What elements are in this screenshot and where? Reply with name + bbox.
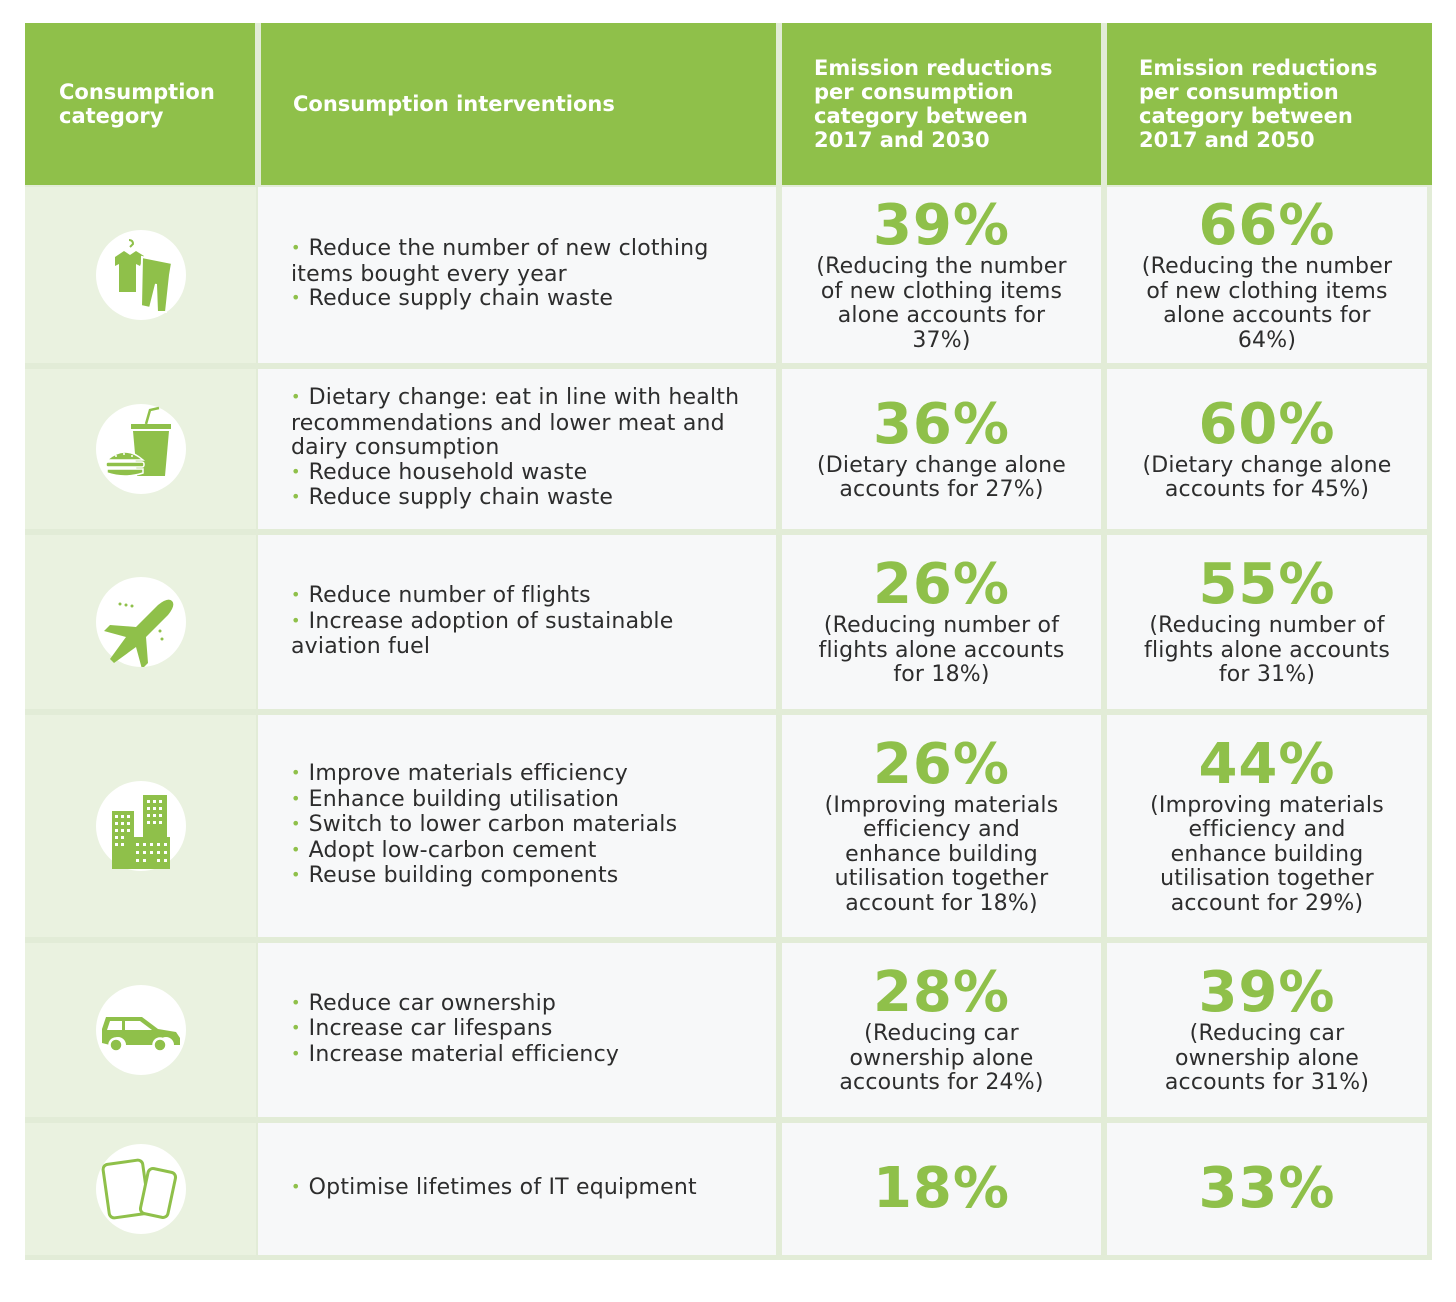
percentage-value: 26%	[872, 552, 1011, 618]
devices-icon	[95, 1144, 186, 1234]
row-food-2030: 36% (Dietary change alone accounts for 2…	[782, 369, 1101, 529]
header-reductions-2050-label: Emission reductions per consumption cate…	[1139, 56, 1378, 152]
list-item: • Dietary change: eat in line with health…	[291, 385, 740, 461]
list-item: • Optimise lifetimes of IT equipment	[291, 1175, 697, 1201]
row-clothing-2030: 39% (Reducing the number of new clothing…	[782, 187, 1101, 363]
percentage-value: 33%	[1198, 1156, 1336, 1221]
percentage-note: (Reducing number of flights alone accoun…	[1144, 613, 1390, 688]
percentage-note: (Improving materials efficiency and enha…	[1150, 792, 1384, 916]
percentage-note: (Dietary change alone accounts for 45%)	[1142, 452, 1392, 502]
row-food-icon-cell	[25, 369, 256, 529]
percentage-value: 26%	[872, 731, 1011, 797]
row-car-icon-cell	[25, 943, 256, 1117]
row-buildings-icon-cell	[25, 715, 256, 937]
row-clothing-2050: 66% (Reducing the number of new clothing…	[1107, 187, 1427, 363]
header-reductions-2030: Emission reductions per consumption cate…	[782, 23, 1101, 185]
percentage-value: 39%	[1198, 960, 1336, 1026]
list-item: • Increase adoption of sustainable aviati…	[291, 608, 674, 660]
row-flights-2050: 55% (Reducing number of flights alone ac…	[1107, 535, 1427, 709]
percentage-note: (Reducing car ownership alone accounts f…	[839, 1021, 1044, 1096]
percentage-note: (Reducing the number of new clothing ite…	[816, 254, 1067, 353]
food-icon	[95, 404, 186, 494]
percentage-value: 44%	[1198, 731, 1336, 797]
row-it-interventions: • Optimise lifetimes of IT equipment	[258, 1123, 776, 1255]
row-clothing-icon-cell	[25, 187, 256, 363]
percentage-value: 18%	[872, 1156, 1011, 1221]
row-flights-icon-cell	[25, 535, 256, 709]
list-item: • Reduce car ownership	[291, 990, 557, 1016]
car-icon	[95, 985, 186, 1075]
row-food-interventions: • Dietary change: eat in line with health…	[258, 369, 776, 529]
list-item: • Switch to lower carbon materials	[291, 812, 678, 838]
header-consumption-category-label: Consumption category	[59, 80, 215, 128]
row-buildings-2030: 26% (Improving materials efficiency and …	[782, 715, 1101, 937]
row-car-interventions: • Reduce car ownership • Increase car life…	[258, 943, 776, 1117]
list-item: • Reduce number of flights	[291, 583, 591, 609]
list-item: • Increase car lifespans	[291, 1016, 553, 1042]
row-flights-2030: 26% (Reducing number of flights alone ac…	[782, 535, 1101, 709]
list-item: • Adopt low-carbon cement	[291, 837, 597, 863]
row-flights-interventions: • Reduce number of flights • Increase adop…	[258, 535, 776, 709]
header-consumption-category: Consumption category	[25, 23, 255, 185]
row-it-2030: 18%	[782, 1123, 1101, 1255]
airplane-icon	[95, 577, 186, 667]
percentage-value: 28%	[872, 960, 1011, 1026]
row-car-2030: 28% (Reducing car ownership alone accoun…	[782, 943, 1101, 1117]
row-buildings-interventions: • Improve materials efficiency • Enhance b…	[258, 715, 776, 937]
header-reductions-2030-label: Emission reductions per consumption cate…	[814, 56, 1053, 152]
percentage-note: (Reducing number of flights alone accoun…	[818, 613, 1065, 688]
list-item: • Enhance building utilisation	[291, 786, 620, 812]
percentage-value: 66%	[1198, 193, 1336, 258]
list-item: • Reduce the number of new clothing items…	[291, 236, 709, 287]
list-item: • Reduce supply chain waste	[291, 485, 614, 511]
percentage-note: (Reducing the number of new clothing ite…	[1141, 254, 1393, 353]
list-item: • Reuse building components	[291, 863, 619, 889]
percentage-note: (Dietary change alone accounts for 27%)	[816, 452, 1067, 502]
header-reductions-2050: Emission reductions per consumption cate…	[1107, 23, 1432, 185]
list-item: • Reduce supply chain waste	[291, 286, 614, 312]
row-car-2050: 39% (Reducing car ownership alone accoun…	[1107, 943, 1427, 1117]
buildings-icon	[95, 781, 186, 871]
percentage-note: (Reducing car ownership alone accounts f…	[1164, 1021, 1370, 1096]
list-item: • Increase material efficiency	[291, 1041, 620, 1067]
header-consumption-interventions: Consumption interventions	[261, 23, 776, 185]
list-item: • Improve materials efficiency	[291, 761, 628, 787]
percentage-value: 60%	[1198, 391, 1336, 457]
percentage-value: 36%	[872, 391, 1011, 457]
list-item: • Reduce household waste	[291, 459, 588, 485]
row-clothing-interventions: • Reduce the number of new clothing items…	[258, 187, 776, 363]
percentage-value: 39%	[872, 193, 1011, 258]
percentage-note: (Improving materials efficiency and enha…	[824, 792, 1059, 916]
row-food-2050: 60% (Dietary change alone accounts for 4…	[1107, 369, 1427, 529]
row-it-2050: 33%	[1107, 1123, 1427, 1255]
row-buildings-2050: 44% (Improving materials efficiency and …	[1107, 715, 1427, 937]
header-consumption-interventions-label: Consumption interventions	[293, 92, 615, 116]
row-it-icon-cell	[25, 1123, 256, 1255]
emissions-table: Consumption category Consumption interve…	[25, 23, 1432, 1260]
percentage-value: 55%	[1198, 552, 1336, 618]
clothing-icon	[95, 230, 186, 320]
